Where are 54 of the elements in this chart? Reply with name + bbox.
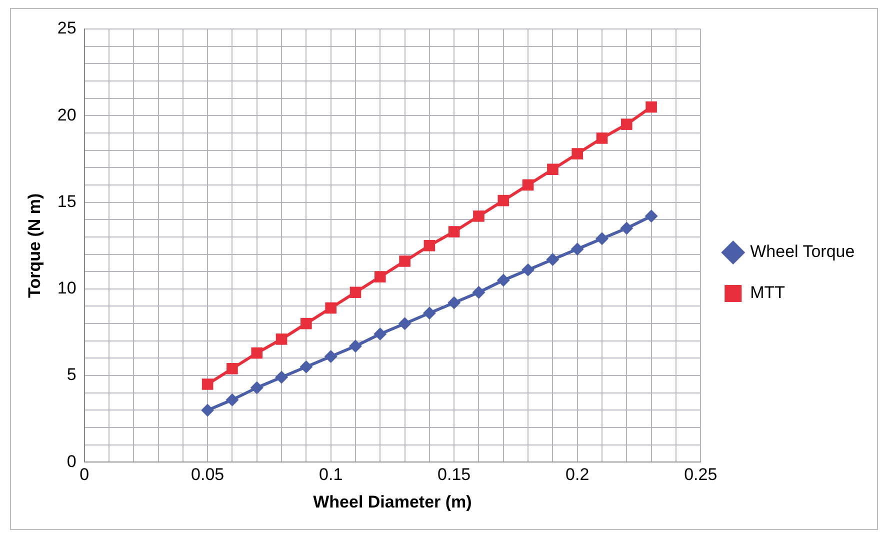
y-axis-title: Torque (N m) <box>24 193 44 298</box>
point <box>646 101 657 113</box>
y-tick-label: 0 <box>66 452 76 471</box>
y-tick-label: 5 <box>66 365 76 384</box>
point <box>522 179 534 191</box>
point <box>276 334 288 345</box>
x-tick-label: 0.05 <box>191 465 224 484</box>
point <box>448 296 461 310</box>
point <box>424 240 436 252</box>
point <box>348 340 362 353</box>
point <box>522 263 535 276</box>
x-tick-label: 0.2 <box>566 465 590 484</box>
point <box>399 256 410 267</box>
point <box>201 404 214 417</box>
x-tick-label: 0.15 <box>438 465 471 484</box>
point <box>251 347 263 359</box>
point <box>596 232 609 246</box>
point <box>644 210 658 223</box>
point <box>325 302 336 314</box>
x-tick-label: 0.1 <box>319 465 343 484</box>
point <box>250 381 264 394</box>
point <box>202 378 214 390</box>
point <box>226 362 238 374</box>
point <box>374 271 386 282</box>
point <box>496 274 510 287</box>
x-tick-label: 0.25 <box>684 465 718 484</box>
point <box>472 286 486 299</box>
point <box>324 350 338 363</box>
point <box>422 306 436 320</box>
point <box>398 317 412 330</box>
point <box>350 286 362 298</box>
point <box>572 148 584 160</box>
y-tick-label: 20 <box>57 105 76 124</box>
legend-label: MTT <box>750 283 786 302</box>
x-tick-label: 0 <box>80 465 90 484</box>
point <box>226 393 239 406</box>
point <box>570 242 584 256</box>
point <box>448 226 460 238</box>
point <box>546 252 560 266</box>
point <box>473 210 484 222</box>
y-tick-label: 15 <box>57 192 76 211</box>
y-tick-label: 25 <box>57 18 76 38</box>
point <box>621 118 632 130</box>
y-tick-label: 10 <box>57 278 76 298</box>
point <box>374 327 387 340</box>
point <box>275 370 288 384</box>
point <box>620 222 634 235</box>
point <box>498 194 510 206</box>
point <box>300 318 312 330</box>
point <box>300 360 313 374</box>
x-axis-title: Wheel Diameter (m) <box>313 492 472 512</box>
legend-label: Wheel Torque <box>750 242 855 262</box>
point <box>596 132 608 144</box>
point <box>547 164 558 176</box>
